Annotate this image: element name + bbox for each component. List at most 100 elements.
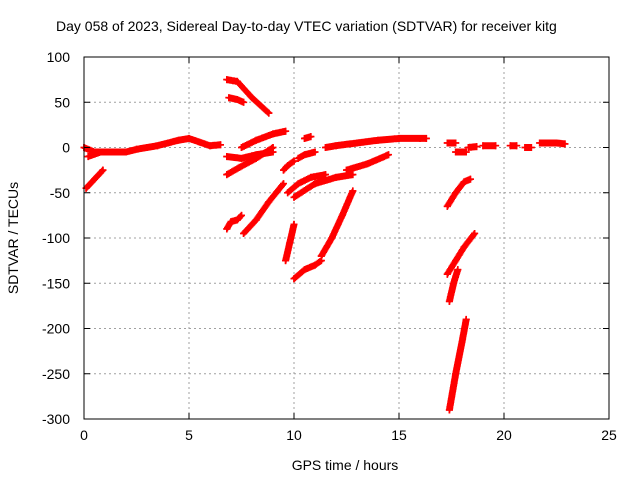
- data-point: [328, 234, 336, 242]
- data-point: [471, 229, 479, 237]
- data-track: [443, 139, 460, 147]
- data-point: [175, 136, 182, 144]
- data-point: [269, 130, 277, 138]
- data-point: [223, 225, 231, 233]
- data-point: [301, 134, 308, 142]
- data-track: [479, 142, 500, 150]
- data-point: [374, 136, 382, 144]
- data-track: [521, 144, 535, 151]
- data-point: [133, 145, 140, 153]
- data-track: [240, 180, 287, 237]
- y-tick-label: 50: [54, 94, 70, 110]
- data-point: [464, 144, 472, 151]
- data-point: [238, 144, 245, 151]
- data-track: [223, 76, 273, 117]
- data-point: [332, 142, 340, 150]
- data-track: [322, 134, 430, 151]
- data-track: [445, 315, 470, 414]
- data-track: [443, 175, 474, 210]
- data-point: [225, 94, 233, 102]
- data-track: [317, 187, 357, 260]
- y-tick-label: -100: [42, 230, 70, 246]
- data-point: [97, 148, 105, 156]
- data-point: [280, 180, 287, 188]
- x-axis-label: GPS time / hours: [292, 457, 399, 473]
- data-point: [452, 370, 460, 378]
- data-track: [343, 151, 392, 174]
- data-track: [223, 211, 245, 233]
- data-point: [286, 239, 294, 247]
- data-point: [492, 142, 500, 150]
- data-point: [338, 211, 346, 219]
- data-point: [443, 139, 451, 147]
- data-point: [185, 134, 193, 142]
- data-point: [443, 202, 451, 210]
- data-point: [462, 315, 470, 323]
- tick-layer: 0 5 10 15 20 25 100 50 0 -50 -100 -150 -200 -250 -300: [42, 49, 617, 443]
- data-point: [280, 166, 287, 174]
- data-track: [82, 166, 107, 192]
- data-point: [460, 243, 468, 251]
- data-point: [466, 175, 474, 183]
- data-point: [235, 163, 243, 171]
- data-track: [506, 142, 521, 150]
- data-point: [217, 141, 224, 149]
- data-point: [196, 138, 203, 146]
- data-point: [248, 94, 256, 102]
- data-track: [445, 266, 462, 305]
- data-point: [265, 198, 273, 206]
- data-point: [238, 211, 245, 219]
- data-point: [445, 406, 453, 414]
- data-point: [385, 151, 392, 159]
- data-point: [513, 142, 521, 150]
- x-tick-label: 0: [80, 427, 88, 443]
- data-point: [240, 98, 248, 106]
- data-track: [84, 148, 113, 161]
- data-point: [282, 257, 290, 265]
- data-point: [233, 77, 241, 85]
- data-point: [443, 270, 451, 278]
- data-track: [290, 257, 325, 283]
- data-point: [527, 144, 535, 151]
- data-point: [91, 175, 98, 183]
- data-point: [479, 142, 487, 150]
- data-point: [290, 193, 298, 201]
- data-point: [294, 180, 302, 188]
- data-point: [462, 148, 470, 156]
- y-tick-label: -50: [50, 185, 70, 201]
- y-tick-label: -150: [42, 275, 70, 291]
- data-point: [238, 154, 245, 162]
- data-point: [311, 148, 319, 156]
- data-track: [301, 133, 315, 142]
- data-point: [349, 187, 357, 195]
- data-point: [164, 139, 172, 147]
- data-point: [452, 148, 460, 156]
- x-tick-label: 20: [496, 427, 512, 443]
- data-point: [353, 139, 361, 147]
- data-point: [343, 166, 350, 174]
- data-point: [294, 154, 302, 162]
- data-track: [225, 94, 248, 106]
- data-point: [458, 338, 466, 346]
- data-point: [422, 134, 430, 142]
- data-point: [307, 173, 315, 181]
- data-layer: [80, 76, 569, 414]
- data-point: [364, 160, 371, 168]
- data-point: [395, 134, 403, 142]
- grid-layer: [84, 57, 609, 419]
- data-point: [233, 96, 241, 104]
- x-tick-label: 15: [391, 427, 407, 443]
- y-tick-label: -300: [42, 411, 70, 427]
- data-track: [238, 127, 290, 151]
- data-point: [112, 148, 119, 156]
- data-point: [105, 148, 113, 156]
- data-point: [307, 133, 315, 141]
- data-track: [443, 229, 479, 278]
- data-point: [122, 148, 130, 156]
- data-point: [252, 136, 260, 144]
- data-point: [206, 142, 214, 150]
- data-point: [452, 189, 460, 197]
- y-axis-label: SDTVAR / TECUs: [5, 182, 21, 294]
